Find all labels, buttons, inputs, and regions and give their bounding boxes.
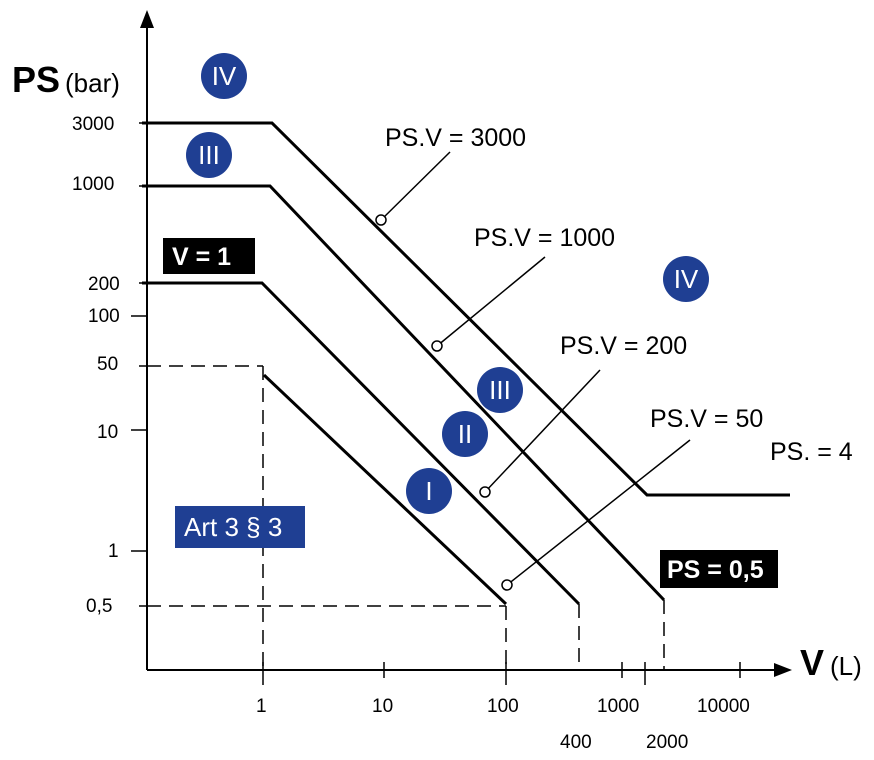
category-iii-mid: III: [477, 367, 523, 413]
badge-v1-text: V = 1: [172, 243, 231, 271]
x-tick-label: 10000: [697, 696, 750, 717]
svg-text:II: II: [458, 419, 472, 449]
y-axis-unit: (bar): [65, 68, 120, 98]
y-tick-label: 200: [88, 274, 120, 295]
label-psv-1000: PS.V = 1000: [474, 224, 615, 252]
x-tick-label: 100: [487, 696, 519, 717]
y-tick-label: 10: [97, 422, 118, 443]
badge-ps05: [660, 550, 778, 588]
category-i: I: [406, 468, 452, 514]
svg-text:III: III: [198, 140, 220, 170]
y-tick-label: 1: [108, 541, 119, 562]
x-tick-label: 1000: [597, 696, 639, 717]
leaders: [375, 151, 691, 591]
line-psv-1000: [142, 184, 666, 602]
x-axis-unit: (L): [830, 651, 862, 681]
y-tick-label: 1000: [72, 174, 114, 195]
art-box: [175, 506, 305, 548]
dashed-guides: [147, 365, 665, 670]
svg-text:III: III: [489, 375, 511, 405]
svg-text:IV: IV: [674, 264, 699, 294]
badge-ps05-text: PS = 0,5: [667, 556, 764, 584]
y-axis-title: PS: [12, 59, 60, 100]
y-tick-label: 50: [97, 354, 118, 375]
line-psv-200: [142, 281, 581, 606]
category-iv-right: IV: [663, 256, 709, 302]
category-ii: II: [442, 411, 488, 457]
label-ps-4: PS. = 4: [770, 438, 853, 466]
svg-text:I: I: [425, 476, 432, 506]
category-iv-top: IV: [201, 53, 247, 99]
x-ticks: [262, 662, 741, 685]
boundary-lines: [142, 121, 790, 606]
x-axis-arrow: [774, 663, 792, 677]
x-extra-tick-label: 2000: [646, 732, 688, 753]
label-psv-3000: PS.V = 3000: [385, 124, 526, 152]
label-psv-50: PS.V = 50: [650, 405, 763, 433]
x-tick-label: 10: [372, 696, 393, 717]
art-box-text: Art 3 § 3: [184, 512, 282, 542]
x-axis-title: V: [800, 642, 824, 683]
badge-v1: [163, 238, 255, 274]
x-extra-tick-label: 400: [560, 732, 592, 753]
y-tick-label: 100: [88, 306, 120, 327]
x-tick-label: 1: [256, 696, 267, 717]
y-axis-arrow: [140, 10, 154, 28]
svg-text:IV: IV: [212, 61, 237, 91]
category-iii-left: III: [186, 132, 232, 178]
line-psv-3000: [142, 121, 790, 497]
y-tick-label: 0,5: [86, 596, 112, 617]
line-psv-50: [262, 373, 508, 606]
y-ticks: [131, 122, 147, 607]
label-psv-200: PS.V = 200: [560, 332, 687, 360]
y-tick-label: 3000: [72, 114, 114, 135]
